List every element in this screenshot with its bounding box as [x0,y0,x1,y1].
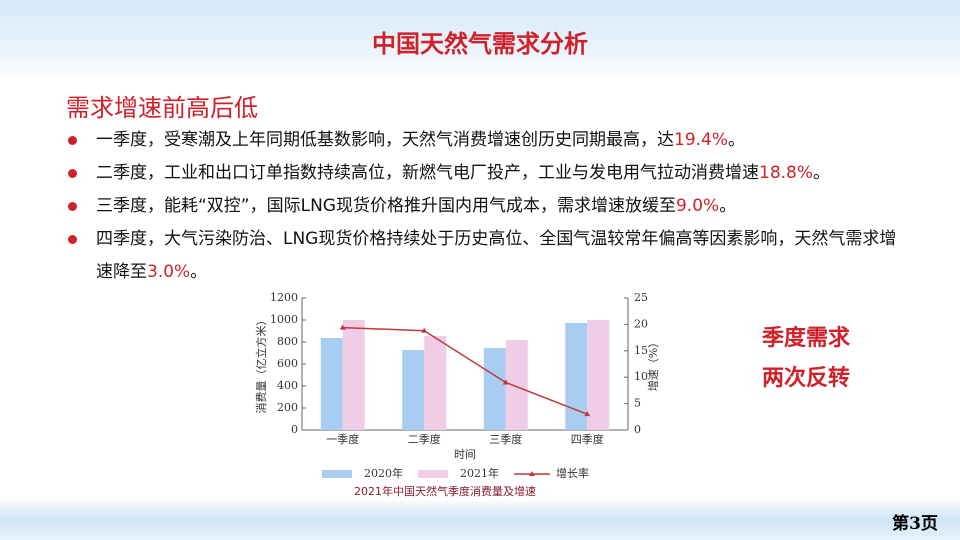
y2-tick-label: 0 [634,423,641,436]
legend-label: 2020年 [364,466,403,480]
bullet-text: 二季度，工业和出口订单指数持续高位，新燃气电厂投产，工业与发电用气拉动消费增速 [96,163,759,183]
x-tick-label: 四季度 [571,432,604,446]
bullet-text: 四季度，大气污染防治、LNG现货价格持续处于历史高位、全国气温较常年偏高等因素影… [96,229,897,282]
bullet-text: 。 [719,196,737,216]
bar [505,340,528,430]
y2-tick-label: 20 [634,317,648,330]
y-axis-label: 消费量（亿立方米） [254,315,268,414]
x-tick-label: 三季度 [489,432,522,446]
bar [320,338,343,430]
y2-axis-label: 增速（%） [646,337,660,391]
bullet-text: 。 [813,163,831,183]
bullet-text: 。 [190,262,208,282]
highlight-value: 18.8% [759,163,814,183]
line [342,326,588,415]
y2-tick-label: 5 [634,397,641,410]
y-tick-label: 1200 [270,291,298,304]
point [421,327,428,333]
y-tick-label: 1000 [270,313,298,326]
point [502,379,509,385]
footer-band [0,498,960,540]
bar [342,320,365,430]
x-tick-label: 二季度 [408,432,441,446]
section-title: 需求增速前高后低 [66,94,258,122]
y2-tick-label: 25 [634,291,648,304]
legend-swatch [322,470,352,478]
point [339,324,346,330]
highlight-value: 19.4% [674,130,729,150]
y-tick-label: 0 [291,423,298,436]
bar [587,320,610,430]
bar [424,335,447,430]
legend-label: 增长率 [556,466,589,480]
side-note: 季度需求 两次反转 [762,318,850,398]
bullet-text: 一季度，受寒潮及上年同期低基数影响，天然气消费增速创历史同期最高，达 [96,130,674,150]
legend-label: 2021年 [460,466,499,480]
x-axis-label: 时间 [454,448,476,461]
page-number: 第3页 [892,514,938,534]
y-tick-label: 400 [277,379,298,392]
x-tick-label: 一季度 [326,432,359,446]
y-tick-label: 600 [277,357,298,370]
legend-swatch [529,471,535,476]
y2-tick-label: 15 [634,344,648,357]
bullet: 四季度，大气污染防治、LNG现货价格持续处于历史高位、全国气温较常年偏高等因素影… [68,223,908,289]
slide-title: 中国天然气需求分析 [372,30,588,58]
y-tick-label: 200 [277,401,298,414]
chart-caption: 2021年中国天然气季度消费量及增速 [354,484,536,498]
bar [483,348,506,430]
bar [402,350,425,430]
bullet: 二季度，工业和出口订单指数持续高位，新燃气电厂投产，工业与发电用气拉动消费增速1… [68,157,908,190]
bar [565,322,588,430]
note-line: 季度需求 [762,325,851,351]
highlight-value: 3.0% [147,262,191,282]
note-line: 两次反转 [762,365,851,391]
y-tick-label: 800 [277,335,298,348]
header-band [0,0,960,82]
bullet-text: 三季度，能耗“双控”，国际LNG现货价格推升国内用气成本，需求增速放缓至 [96,196,676,216]
bullet-list: 一季度，受寒潮及上年同期低基数影响，天然气消费增速创历史同期最高，达19.4%。… [68,124,908,289]
bullet: 三季度，能耗“双控”，国际LNG现货价格推升国内用气成本，需求增速放缓至9.0%… [68,190,908,223]
highlight-value: 9.0% [675,196,720,216]
bullet: 一季度，受寒潮及上年同期低基数影响，天然气消费增速创历史同期最高，达19.4%。 [68,124,908,157]
bullet-text: 。 [728,130,746,150]
legend-swatch [418,470,448,478]
point [584,411,591,417]
y2-tick-label: 10 [634,370,648,383]
